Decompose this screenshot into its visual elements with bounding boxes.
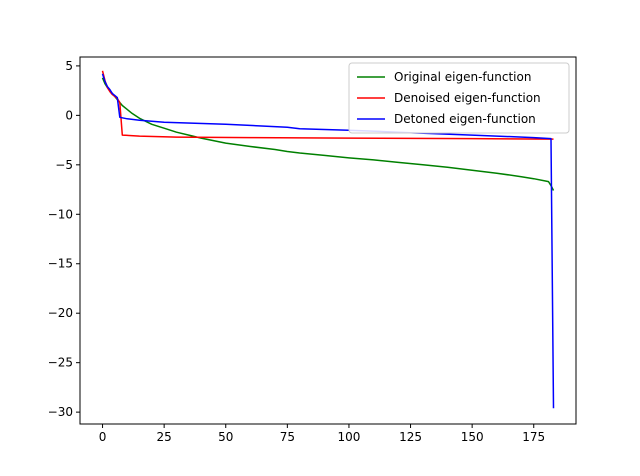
- y-tick-label: −25: [48, 356, 73, 370]
- legend-label-1: Original eigen-function: [394, 70, 531, 84]
- series-line-2: [101, 70, 554, 140]
- y-tick-label: −10: [48, 207, 73, 221]
- series-layer: [101, 70, 555, 409]
- x-tick-label: 75: [280, 430, 295, 444]
- x-tick-label: 0: [99, 430, 107, 444]
- y-tick-label: −5: [55, 158, 73, 172]
- y-tick-label: 5: [65, 59, 73, 73]
- y-tick-label: −20: [48, 306, 73, 320]
- y-tick-label: −15: [48, 257, 73, 271]
- x-tick-label: 25: [157, 430, 172, 444]
- x-tick-label: 50: [218, 430, 233, 444]
- legend-label-2: Denoised eigen-function: [394, 91, 541, 105]
- legend-label-3: Detoned eigen-function: [394, 112, 536, 126]
- x-tick-label: 175: [522, 430, 545, 444]
- legend: Original eigen-function Denoised eigen-fu…: [348, 62, 570, 134]
- series-line-3: [101, 73, 555, 409]
- x-tick-label: 150: [461, 430, 484, 444]
- y-tick-label: 0: [65, 108, 73, 122]
- x-tick-label: 125: [399, 430, 422, 444]
- legend-box: [348, 62, 570, 134]
- y-tick-label: −30: [48, 405, 73, 419]
- plot-frame: [79, 56, 577, 425]
- x-tick-label: 100: [337, 430, 360, 444]
